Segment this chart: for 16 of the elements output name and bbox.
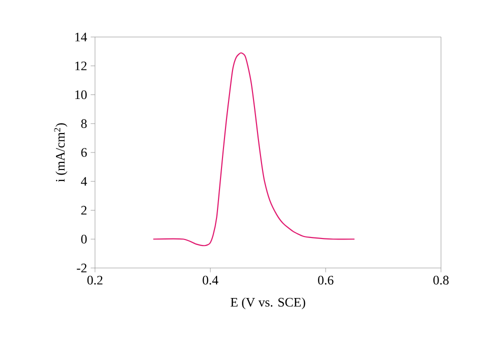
x-axis-title: E (V vs. SCE) — [230, 297, 306, 310]
y-tick-label: -2 — [76, 264, 86, 272]
x-tick-label: 0.6 — [318, 276, 334, 285]
y-tick-label: 12 — [75, 62, 86, 70]
y-tick-label: 2 — [81, 206, 86, 215]
y-tick-label: 10 — [75, 90, 87, 100]
y-tick-label: 0 — [81, 234, 87, 244]
y-tick-label: 8 — [81, 119, 87, 128]
x-tick-label: 0.8 — [433, 276, 449, 285]
y-tick-label: 14 — [75, 32, 88, 42]
x-tick-label: 0.4 — [202, 276, 218, 285]
x-tick-label: 0.2 — [87, 276, 102, 285]
line-series — [152, 52, 356, 246]
y-tick-label: 4 — [80, 177, 88, 186]
y-tick-label: 6 — [81, 148, 87, 157]
y-axis-title: i (mA/cm$^{2}$) — [54, 123, 68, 182]
